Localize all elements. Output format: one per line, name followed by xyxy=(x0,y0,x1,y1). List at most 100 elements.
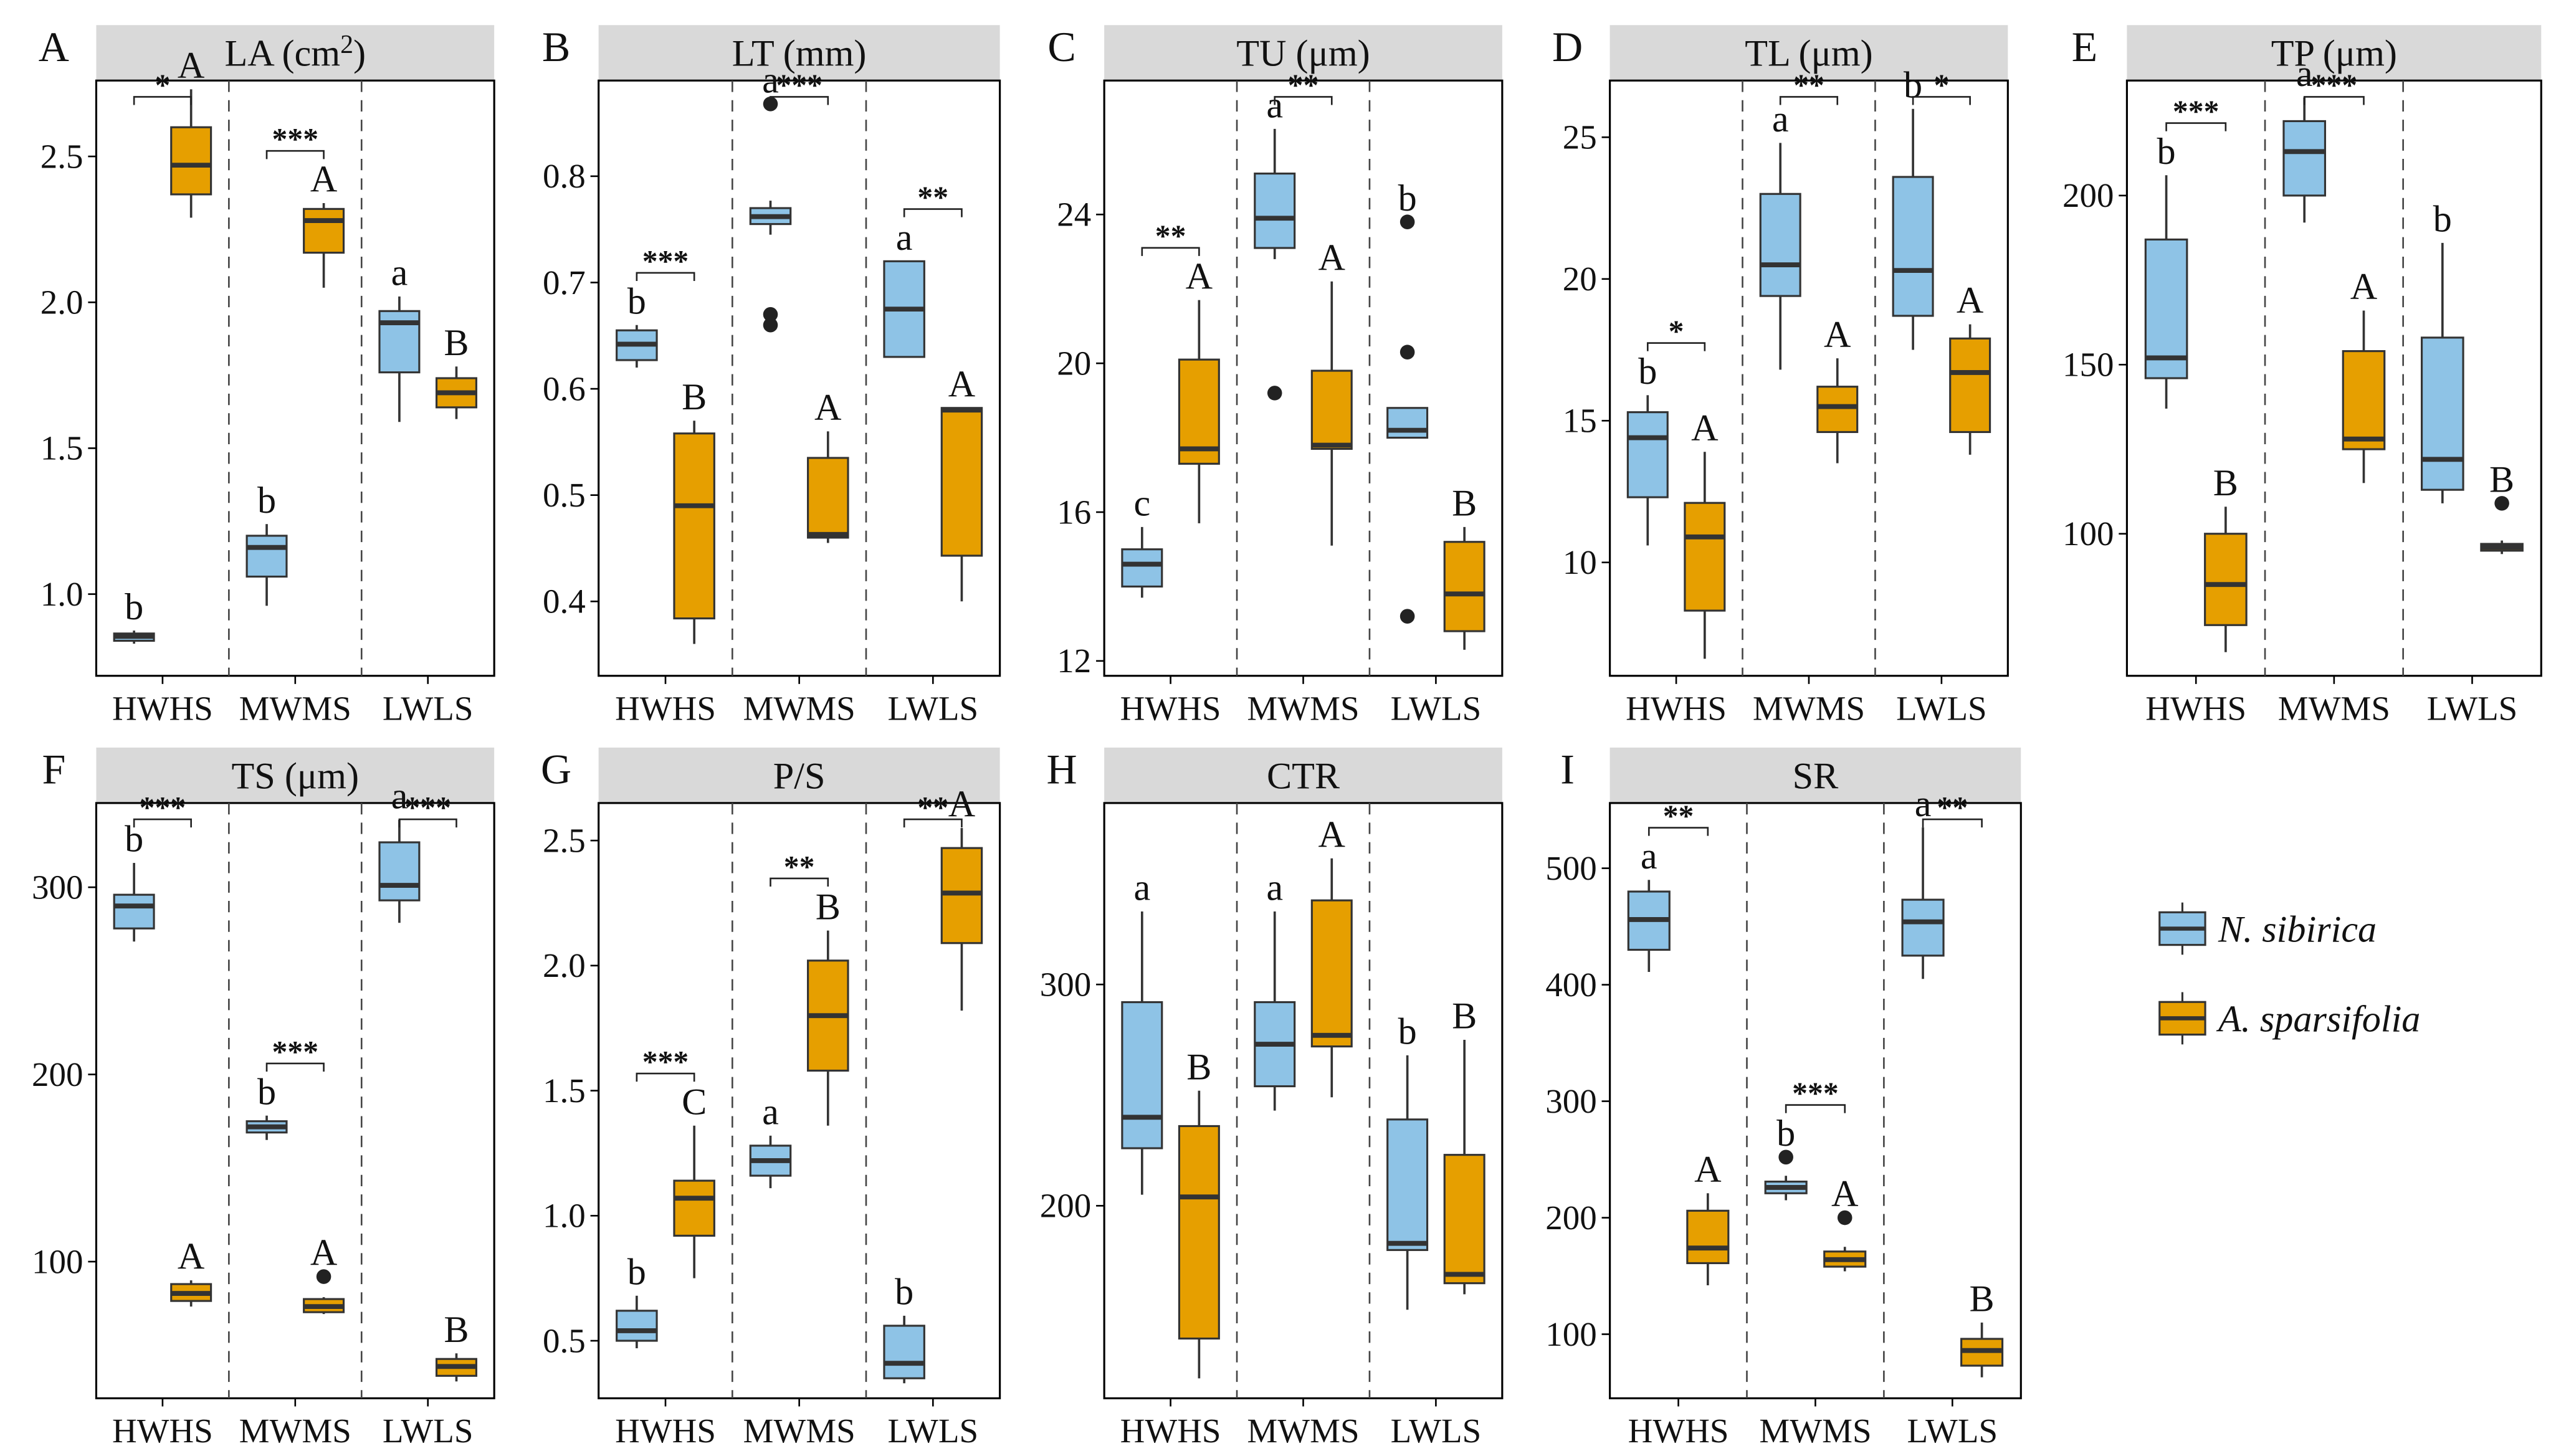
significance-bracket xyxy=(1779,96,1839,105)
group-letter: a xyxy=(1266,867,1283,909)
y-tick-label: 24 xyxy=(1057,196,1091,234)
box-a-sparsifolia-lwls: B xyxy=(1960,1278,2004,1377)
panel-strip xyxy=(96,25,495,81)
box-body xyxy=(1310,369,1353,450)
panel-title: P/S xyxy=(773,755,826,797)
panel-title: TS (μm) xyxy=(232,755,359,797)
x-tick-label: LWLS xyxy=(888,1412,979,1450)
box-body xyxy=(113,893,155,930)
panel-strip xyxy=(2127,25,2542,81)
significance-stars: ** xyxy=(784,849,815,883)
panel-title: TL (μm) xyxy=(1745,33,1873,75)
group-letter: A xyxy=(1186,255,1213,297)
plot-frame xyxy=(598,79,1001,677)
group-letter: b xyxy=(257,480,276,521)
significance-bracket xyxy=(1141,247,1200,256)
box-body xyxy=(1759,193,1801,297)
y-tick-label: 300 xyxy=(32,868,83,906)
panel-strip xyxy=(598,747,1000,803)
group-letter: b xyxy=(1776,1113,1795,1154)
box-body xyxy=(807,457,849,539)
panel-b: LT (mm) B 0.4 0.5 0.6 0.7 0.8 HWHS MWMS LWLS b a a B A… xyxy=(542,23,1001,727)
group-letter: a xyxy=(762,1092,779,1133)
group-letter: A xyxy=(178,1236,205,1278)
significance-bracket xyxy=(1922,818,1983,828)
x-tick-label: HWHS xyxy=(1628,1412,1729,1450)
x-tick-label: LWLS xyxy=(1896,689,1987,727)
outlier-point xyxy=(1837,1210,1852,1225)
box-n-sibirica-mwms: b xyxy=(246,1071,288,1140)
panel-strip xyxy=(1104,747,1502,803)
x-tick-label: MWMS xyxy=(1247,1412,1359,1450)
box-body xyxy=(883,1325,925,1379)
group-letter: b xyxy=(125,586,143,628)
box-a-sparsifolia-mwms: A xyxy=(1823,1173,1867,1272)
legend-label: N. sibirica xyxy=(2218,908,2377,950)
outlier-point xyxy=(763,317,778,333)
group-letter: A xyxy=(2350,266,2378,308)
significance-stars: ** xyxy=(1155,219,1186,253)
box-a-sparsifolia-hwhs: A xyxy=(170,45,212,218)
x-tick-label: MWMS xyxy=(1247,689,1359,727)
box-a-sparsifolia-mwms: A xyxy=(1816,314,1859,464)
box-body xyxy=(1121,548,1163,588)
box-n-sibirica-lwls: a xyxy=(378,252,421,422)
panel-e: TP (μm) E 100 150 200 HWHS MWMS LWLS b a b B A B *** **… xyxy=(2062,23,2542,727)
box-n-sibirica-mwms: a xyxy=(749,60,792,333)
significance-bracket xyxy=(265,1062,325,1072)
box-body xyxy=(1310,899,1353,1048)
panel-f: TS (μm) F 100 200 300 HWHS MWMS LWLS b b a A A B *** **… xyxy=(32,746,495,1450)
y-tick-label: 200 xyxy=(1040,1187,1091,1225)
box-n-sibirica-hwhs: a xyxy=(1121,867,1163,1195)
box-body xyxy=(170,126,212,196)
box-n-sibirica-hwhs: b xyxy=(1626,351,1669,546)
significance-stars: *** xyxy=(776,68,823,102)
group-letter: a xyxy=(391,776,408,817)
box-body xyxy=(378,841,421,902)
box-body xyxy=(378,310,421,374)
significance-stars: *** xyxy=(404,790,451,824)
y-tick-label: 200 xyxy=(2062,176,2114,214)
significance-bracket xyxy=(2165,122,2227,131)
box-body xyxy=(1684,502,1726,612)
panel-c: TU (μm) C 12 16 20 24 HWHS MWMS LWLS c a b A A B ** ** xyxy=(1047,23,1504,727)
significance-stars: *** xyxy=(140,790,186,824)
group-letter: A xyxy=(1318,237,1346,278)
y-tick-label: 300 xyxy=(1040,965,1091,1003)
group-letter: b xyxy=(895,1272,913,1313)
group-letter: C xyxy=(682,1081,707,1123)
y-tick-label: 2.5 xyxy=(41,137,83,175)
box-a-sparsifolia-mwms: A xyxy=(303,1232,345,1315)
box-n-sibirica-mwms: a xyxy=(1254,867,1296,1111)
plot-frame xyxy=(95,79,495,677)
x-tick-label: HWHS xyxy=(1120,1412,1221,1450)
x-tick-label: LWLS xyxy=(1391,689,1482,727)
group-letter: A xyxy=(1694,1149,1722,1191)
x-tick-label: MWMS xyxy=(1753,689,1865,727)
x-tick-label: HWHS xyxy=(615,689,716,727)
group-letter: b xyxy=(1638,351,1657,393)
y-tick-label: 100 xyxy=(32,1242,83,1280)
group-letter: B xyxy=(2489,459,2514,501)
x-tick-label: HWHS xyxy=(615,1412,716,1450)
box-a-sparsifolia-mwms: A xyxy=(1310,814,1353,1098)
y-tick-label: 150 xyxy=(2062,346,2114,384)
box-body xyxy=(1626,411,1669,498)
significance-stars: *** xyxy=(1792,1076,1839,1110)
box-n-sibirica-lwls: b xyxy=(1386,1011,1429,1310)
group-letter: B xyxy=(2213,462,2238,504)
significance-stars: *** xyxy=(2173,94,2220,128)
significance-bracket xyxy=(770,877,829,887)
y-tick-label: 2.5 xyxy=(543,821,586,859)
outlier-point xyxy=(1778,1149,1793,1165)
y-tick-label: 2.0 xyxy=(543,946,586,984)
significance-stars: * xyxy=(1669,314,1684,348)
outlier-point xyxy=(1267,386,1282,401)
box-a-sparsifolia-lwls: A xyxy=(940,363,983,602)
box-a-sparsifolia-mwms: A xyxy=(303,159,345,288)
group-letter: B xyxy=(444,1309,469,1351)
significance-bracket xyxy=(1912,96,1971,105)
y-tick-label: 0.4 xyxy=(543,583,586,621)
